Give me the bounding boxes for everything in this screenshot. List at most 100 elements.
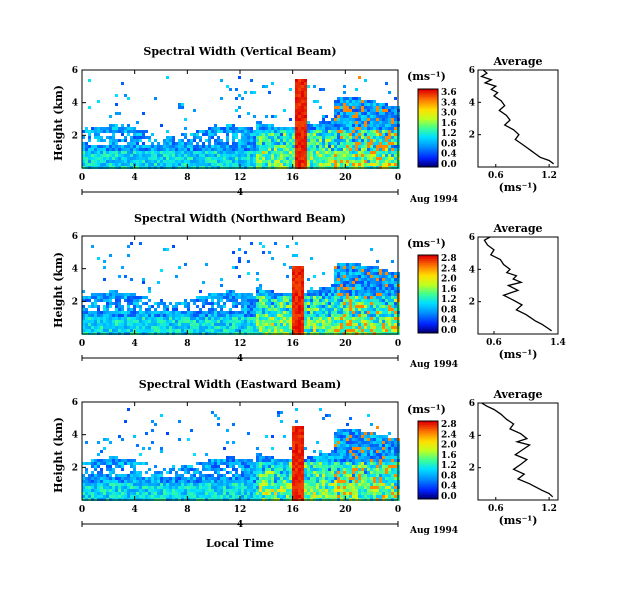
heatmap-cell [208,160,211,163]
heatmap-cell [82,145,85,148]
heatmap-cell [199,148,202,151]
heatmap-cell [268,145,271,148]
heatmap-cell [298,272,301,275]
heatmap-cell [208,323,211,326]
heatmap-cell [205,139,208,142]
heatmap-cell [124,163,127,166]
colorbar-swatch [418,135,438,139]
heatmap-cell [346,465,349,468]
heatmap-cell [340,157,343,160]
heatmap-cell [301,97,304,100]
heatmap-cell [283,320,286,323]
heatmap-cell [208,139,211,142]
heatmap-cell [355,489,358,492]
heatmap-cell [253,489,256,492]
heatmap-cell [106,302,109,305]
heatmap-cell [250,326,253,329]
heatmap-cell [199,314,202,317]
heatmap-cell [148,483,151,486]
heatmap-cell [391,305,394,308]
heatmap-cell [340,465,343,468]
heatmap-cell [277,127,280,130]
heatmap-cell [265,127,268,130]
heatmap-cell [124,317,127,320]
heatmap-cell [205,477,208,480]
heatmap-cell [352,483,355,486]
heatmap-cell [358,112,361,115]
heatmap-cell [166,432,169,435]
heatmap-cell [109,145,112,148]
heatmap-cell [178,320,181,323]
heatmap-cell [361,103,364,106]
heatmap-cell [340,139,343,142]
heatmap-cell [250,459,253,462]
heatmap-cell [394,272,397,275]
heatmap-cell [100,450,103,453]
heatmap-cell [349,326,352,329]
heatmap-cell [319,459,322,462]
heatmap-cell [352,115,355,118]
heatmap-cell [301,471,304,474]
heatmap-cell [139,139,142,142]
x-tick-label: 12 [234,339,247,349]
heatmap-cell [127,320,130,323]
heatmap-cell [298,97,301,100]
heatmap-cell [352,106,355,109]
heatmap-cell [199,308,202,311]
heatmap-cell [115,492,118,495]
colorbar-swatch [418,100,438,104]
heatmap-cell [229,154,232,157]
heatmap-cell [328,133,331,136]
heatmap-cell [178,317,181,320]
heatmap-cell [301,326,304,329]
heatmap-cell [283,299,286,302]
heatmap-cell [106,308,109,311]
heatmap-cell [169,495,172,498]
heatmap-cell [274,468,277,471]
heatmap-cell [97,151,100,154]
heatmap-cell [355,109,358,112]
heatmap-cell [343,109,346,112]
heatmap-cell [301,142,304,145]
heatmap-cell [202,296,205,299]
heatmap-cell [298,468,301,471]
heatmap-cell [94,296,97,299]
heatmap-cell [226,124,229,127]
heatmap-cell [322,121,325,124]
colorbar-swatch [418,126,438,129]
heatmap-cell [337,489,340,492]
heatmap-cell [196,329,199,332]
heatmap-cell [295,471,298,474]
heatmap-cell [166,163,169,166]
heatmap-cell [139,462,142,465]
colorbar-tick-label: 3.6 [441,88,457,98]
heatmap-cell [169,486,172,489]
heatmap-cell [112,157,115,160]
heatmap-cell [235,480,238,483]
heatmap-cell [190,429,193,432]
heatmap-cell [130,299,133,302]
heatmap-cell [304,489,307,492]
heatmap-cell [256,320,259,323]
heatmap-cell [367,136,370,139]
heatmap-cell [196,311,199,314]
heatmap-cell [334,160,337,163]
heatmap-cell [355,151,358,154]
heatmap-cell [253,329,256,332]
heatmap-cell [241,97,244,100]
heatmap-cell [181,323,184,326]
heatmap-cell [148,492,151,495]
heatmap-cell [265,130,268,133]
heatmap-cell [280,326,283,329]
heatmap-cell [394,320,397,323]
heatmap-cell [289,308,292,311]
heatmap-cell [316,311,319,314]
heatmap-cell [220,483,223,486]
heatmap-cell [349,471,352,474]
heatmap-cell [301,435,304,438]
heatmap-cell [280,329,283,332]
heatmap-cell [331,329,334,332]
heatmap-cell [268,308,271,311]
heatmap-cell [199,462,202,465]
heatmap-cell [145,320,148,323]
